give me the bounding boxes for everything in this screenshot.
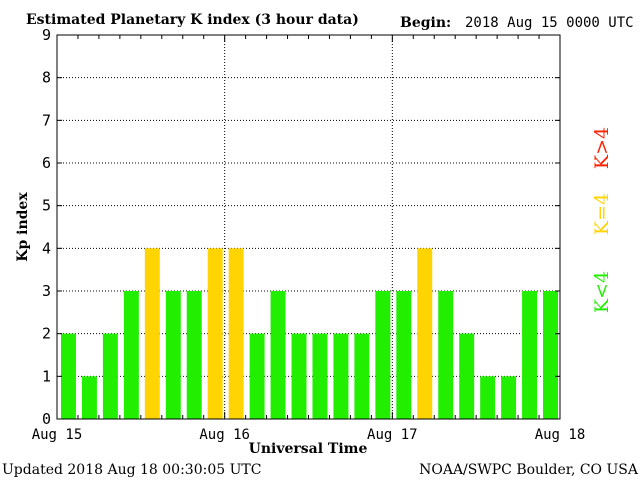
kp-bar <box>291 333 307 419</box>
kp-bar <box>123 291 139 419</box>
legend-low: K<4 <box>591 271 613 313</box>
y-tick-label: 9 <box>42 26 51 44</box>
kp-bar <box>438 291 454 419</box>
x-axis-ticks: Aug 15 Aug 16 Aug 17 Aug 18 <box>32 35 586 443</box>
y-axis-label: Kp index <box>15 192 31 262</box>
x-tick-label: Aug 18 <box>535 427 586 443</box>
kp-bar <box>543 291 558 419</box>
source-credit: NOAA/SWPC Boulder, CO USA <box>419 462 639 478</box>
legend-equal: K=4 <box>591 193 613 235</box>
y-tick-label: 7 <box>42 111 51 129</box>
kp-bar <box>312 333 328 419</box>
kp-bar <box>81 376 97 419</box>
kp-bar <box>270 291 286 419</box>
y-tick-label: 0 <box>42 410 51 428</box>
begin-value: 2018 Aug 15 0000 UTC <box>465 15 634 31</box>
kp-bar <box>354 333 370 419</box>
kp-bar <box>228 248 244 419</box>
kp-bar <box>249 333 265 419</box>
grid-lines <box>57 35 560 419</box>
x-tick-label: Aug 15 <box>32 427 83 443</box>
y-tick-label: 8 <box>42 69 51 87</box>
kp-bar <box>102 333 118 419</box>
y-tick-label: 4 <box>42 239 51 257</box>
x-tick-label: Aug 17 <box>367 427 418 443</box>
updated-timestamp: Updated 2018 Aug 18 00:30:05 UTC <box>2 462 261 478</box>
y-axis-ticks: 0 1 2 3 4 5 6 7 8 9 <box>42 26 560 428</box>
kp-bar <box>480 376 496 419</box>
kp-bar <box>522 291 538 419</box>
kp-bar <box>501 376 517 419</box>
kp-bar <box>396 291 412 419</box>
legend-high: K>4 <box>591 127 613 169</box>
chart-title: Estimated Planetary K index (3 hour data… <box>26 12 359 28</box>
x-tick-label: Aug 16 <box>199 427 250 443</box>
x-axis-label: Universal Time <box>249 441 368 457</box>
y-tick-label: 2 <box>42 325 51 343</box>
kp-bar <box>165 291 181 419</box>
kp-bar <box>417 248 433 419</box>
bar-series <box>61 248 558 419</box>
y-tick-label: 1 <box>42 367 51 385</box>
y-tick-label: 5 <box>42 197 51 215</box>
kp-bar <box>375 291 391 419</box>
y-tick-label: 3 <box>42 282 51 300</box>
kp-bar <box>186 291 202 419</box>
kp-bar <box>144 248 160 419</box>
kp-bar <box>61 333 76 419</box>
begin-label: Begin: <box>400 15 451 31</box>
kp-bar <box>459 333 475 419</box>
kp-bar <box>333 333 349 419</box>
kp-bar <box>207 248 223 419</box>
y-tick-label: 6 <box>42 154 51 172</box>
